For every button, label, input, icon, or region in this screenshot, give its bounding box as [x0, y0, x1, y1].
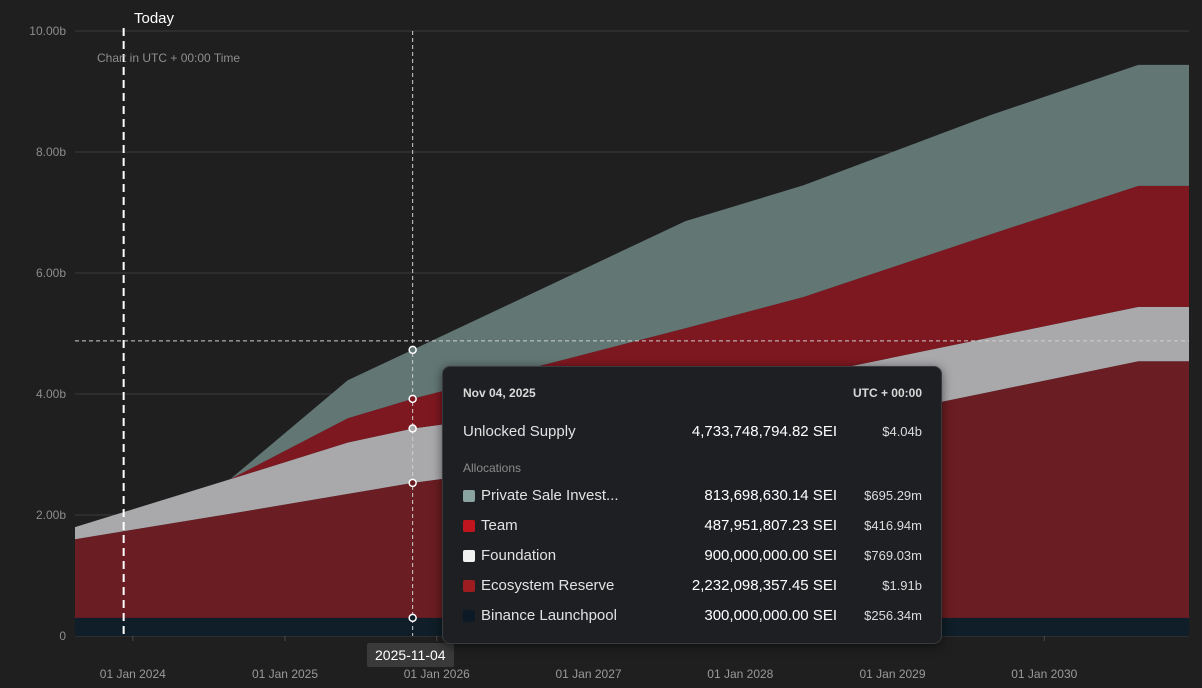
allocation-row: Ecosystem Reserve 2,232,098,357.45 SEI $…	[463, 577, 922, 597]
today-label: Today	[134, 10, 175, 27]
hover-date-badge: 2025-11-04	[367, 643, 454, 667]
allocation-usd: $769.03m	[864, 548, 922, 563]
allocation-amount: 300,000,000.00 SEI	[704, 607, 837, 624]
allocation-label: Private Sale Invest...	[481, 487, 619, 504]
allocations-heading: Allocations	[463, 461, 522, 475]
y-tick-label: 10.00b	[29, 24, 66, 38]
allocation-label: Ecosystem Reserve	[481, 577, 615, 594]
allocation-usd: $256.34m	[864, 608, 922, 623]
allocation-row: Private Sale Invest... 813,698,630.14 SE…	[463, 487, 922, 507]
y-tick-label: 6.00b	[36, 266, 66, 280]
hover-point	[408, 613, 417, 623]
unlocked-label: Unlocked Supply	[463, 423, 576, 440]
allocation-swatch	[463, 580, 475, 592]
chart-overlay	[75, 28, 1189, 636]
x-axis: 01 Jan 2024 01 Jan 2025 01 Jan 2026 01 Jan …	[100, 636, 1078, 681]
chart-tooltip: Nov 04, 2025 UTC + 00:00 Unlocked Supply…	[442, 366, 942, 644]
allocation-label: Team	[481, 517, 518, 534]
allocation-amount: 813,698,630.14 SEI	[704, 487, 837, 504]
y-tick-label: 2.00b	[36, 508, 66, 522]
allocation-row: Team 487,951,807.23 SEI $416.94m	[463, 517, 922, 537]
y-tick-label: 0	[59, 629, 66, 643]
allocation-amount: 487,951,807.23 SEI	[704, 517, 837, 534]
x-tick-label: 01 Jan 2029	[859, 667, 925, 681]
y-axis: 0 2.00b 4.00b 6.00b 8.00b 10.00b	[29, 24, 66, 643]
unlocked-usd: $4.04b	[882, 424, 922, 439]
x-tick-label: 01 Jan 2025	[252, 667, 318, 681]
timezone-note: Chart in UTC + 00:00 Time	[97, 51, 240, 65]
hover-point	[408, 478, 417, 488]
hover-point	[408, 345, 417, 355]
allocation-swatch	[463, 490, 475, 502]
unlocked-amount: 4,733,748,794.82 SEI	[691, 423, 837, 440]
allocation-row: Foundation 900,000,000.00 SEI $769.03m	[463, 547, 922, 567]
tooltip-date: Nov 04, 2025	[463, 386, 536, 400]
hover-point	[408, 424, 417, 433]
allocation-amount: 2,232,098,357.45 SEI	[691, 577, 837, 594]
allocation-label: Foundation	[481, 547, 557, 564]
area-series	[75, 185, 1189, 528]
hover-point	[408, 394, 417, 404]
y-tick-label: 4.00b	[36, 387, 66, 401]
allocation-row: Binance Launchpool 300,000,000.00 SEI $2…	[463, 607, 922, 627]
x-tick-label: 01 Jan 2026	[404, 667, 470, 681]
allocation-amount: 900,000,000.00 SEI	[704, 547, 837, 564]
tooltip-unlocked-row: Unlocked Supply 4,733,748,794.82 SEI $4.…	[463, 423, 922, 443]
allocation-swatch	[463, 520, 475, 532]
allocation-usd: $416.94m	[864, 518, 922, 533]
allocation-swatch	[463, 550, 475, 562]
allocation-usd: $1.91b	[882, 578, 922, 593]
y-tick-label: 8.00b	[36, 145, 66, 159]
area-series	[75, 64, 1189, 528]
allocation-swatch	[463, 610, 475, 622]
x-tick-label: 01 Jan 2028	[707, 667, 773, 681]
tooltip-timezone: UTC + 00:00	[852, 386, 922, 400]
x-tick-label: 01 Jan 2024	[100, 667, 166, 681]
allocation-usd: $695.29m	[864, 488, 922, 503]
allocation-label: Binance Launchpool	[481, 607, 617, 624]
x-tick-label: 01 Jan 2030	[1011, 667, 1077, 681]
x-tick-label: 01 Jan 2027	[556, 667, 622, 681]
